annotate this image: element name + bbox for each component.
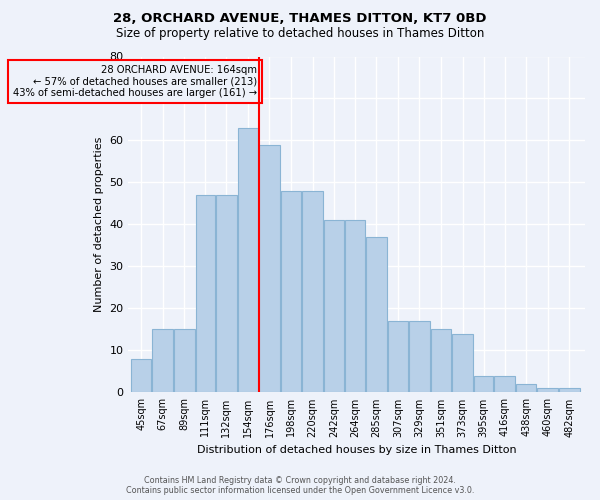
Bar	[302, 191, 323, 392]
Bar	[494, 376, 515, 392]
Bar	[346, 220, 365, 392]
Text: 28, ORCHARD AVENUE, THAMES DITTON, KT7 0BD: 28, ORCHARD AVENUE, THAMES DITTON, KT7 0…	[113, 12, 487, 26]
Text: Contains HM Land Registry data © Crown copyright and database right 2024.
Contai: Contains HM Land Registry data © Crown c…	[126, 476, 474, 495]
Bar	[452, 334, 473, 392]
Bar	[196, 195, 215, 392]
Bar	[131, 359, 151, 392]
Y-axis label: Number of detached properties: Number of detached properties	[94, 137, 104, 312]
Bar	[559, 388, 580, 392]
Bar	[431, 330, 451, 392]
Bar	[516, 384, 536, 392]
Bar	[366, 237, 386, 392]
Bar	[388, 321, 408, 392]
Bar	[281, 191, 301, 392]
Bar	[216, 195, 236, 392]
Text: 28 ORCHARD AVENUE: 164sqm
← 57% of detached houses are smaller (213)
43% of semi: 28 ORCHARD AVENUE: 164sqm ← 57% of detac…	[13, 65, 257, 98]
Text: Size of property relative to detached houses in Thames Ditton: Size of property relative to detached ho…	[116, 28, 484, 40]
Bar	[238, 128, 258, 392]
X-axis label: Distribution of detached houses by size in Thames Ditton: Distribution of detached houses by size …	[197, 445, 517, 455]
Bar	[538, 388, 558, 392]
Bar	[152, 330, 173, 392]
Bar	[324, 220, 344, 392]
Bar	[474, 376, 493, 392]
Bar	[259, 144, 280, 392]
Bar	[409, 321, 430, 392]
Bar	[174, 330, 194, 392]
